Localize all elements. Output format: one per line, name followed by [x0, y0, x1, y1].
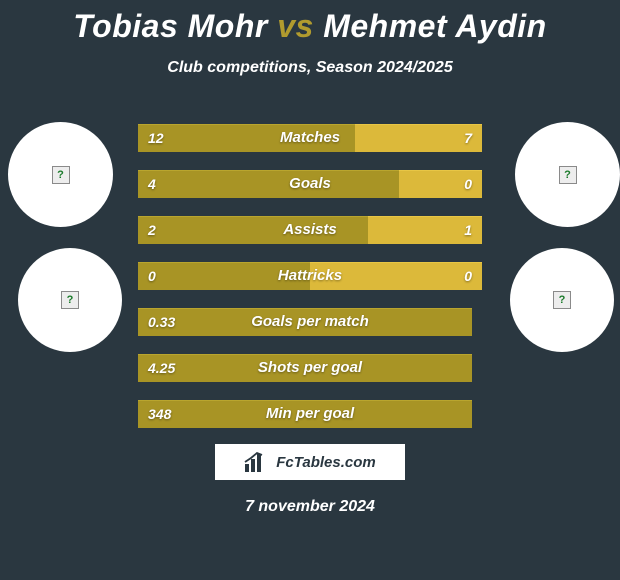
- image-placeholder-icon: [553, 291, 571, 309]
- stat-bar-left: [138, 400, 472, 428]
- stat-bar-left: [138, 262, 310, 290]
- player2-avatar: [515, 122, 620, 227]
- image-placeholder-icon: [61, 291, 79, 309]
- stat-row: Matches127: [138, 124, 482, 152]
- stat-bar-left: [138, 170, 399, 198]
- player2-name: Mehmet Aydin: [323, 8, 547, 44]
- player2-club-avatar: [510, 248, 614, 352]
- stat-bar-right: [399, 170, 482, 198]
- player1-avatar: [8, 122, 113, 227]
- comparison-infographic: Tobias Mohr vs Mehmet Aydin Club competi…: [0, 0, 620, 580]
- stat-bar-right: [355, 124, 482, 152]
- vs-text: vs: [277, 8, 314, 44]
- date-text: 7 november 2024: [0, 498, 620, 516]
- fctables-logo: FcTables.com: [215, 444, 405, 480]
- stat-row: Shots per goal4.25: [138, 354, 482, 382]
- image-placeholder-icon: [559, 166, 577, 184]
- stat-bar-right: [368, 216, 482, 244]
- stat-row: Goals per match0.33: [138, 308, 482, 336]
- stats-rows: Matches127 Goals40 Assists21 Hattricks00 Goa…: [138, 124, 482, 446]
- stat-bar-left: [138, 308, 472, 336]
- image-placeholder-icon: [52, 166, 70, 184]
- subtitle: Club competitions, Season 2024/2025: [0, 59, 620, 77]
- stat-row: Min per goal348: [138, 400, 482, 428]
- page-title: Tobias Mohr vs Mehmet Aydin: [0, 0, 620, 45]
- stat-bar-right: [310, 262, 482, 290]
- stat-bar-left: [138, 124, 355, 152]
- player1-name: Tobias Mohr: [73, 8, 268, 44]
- stat-row: Goals40: [138, 170, 482, 198]
- chart-bars-icon: [244, 452, 270, 472]
- logo-text: FcTables.com: [276, 454, 375, 471]
- player1-club-avatar: [18, 248, 122, 352]
- stat-bar-left: [138, 354, 472, 382]
- stat-row: Assists21: [138, 216, 482, 244]
- stat-row: Hattricks00: [138, 262, 482, 290]
- stat-bar-left: [138, 216, 368, 244]
